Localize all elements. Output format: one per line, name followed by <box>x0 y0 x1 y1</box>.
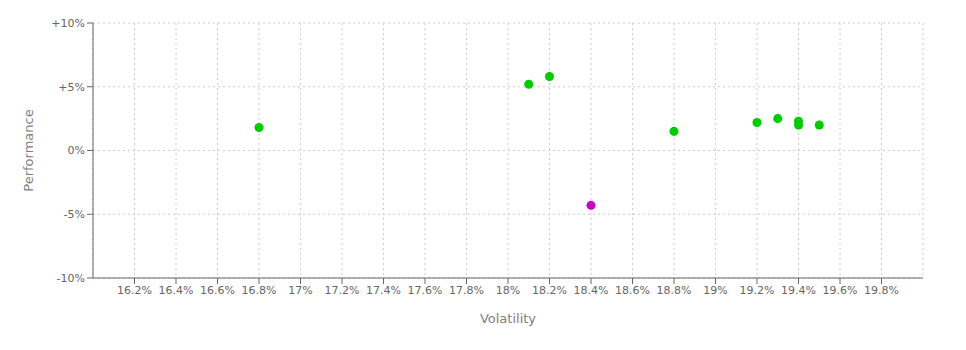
svg-text:Performance: Performance <box>21 109 36 191</box>
svg-text:16.4%: 16.4% <box>159 284 194 297</box>
svg-text:16.2%: 16.2% <box>117 284 152 297</box>
svg-text:-5%: -5% <box>64 208 85 221</box>
svg-text:0%: 0% <box>68 144 85 157</box>
svg-text:19.8%: 19.8% <box>864 284 899 297</box>
svg-text:17.2%: 17.2% <box>325 284 360 297</box>
svg-text:17%: 17% <box>288 284 312 297</box>
svg-text:+10%: +10% <box>51 17 85 30</box>
svg-text:-10%: -10% <box>57 272 85 285</box>
svg-text:19.6%: 19.6% <box>823 284 858 297</box>
svg-text:19.2%: 19.2% <box>740 284 775 297</box>
svg-text:16.6%: 16.6% <box>200 284 235 297</box>
svg-text:18.2%: 18.2% <box>532 284 567 297</box>
svg-text:17.8%: 17.8% <box>449 284 484 297</box>
svg-text:19.4%: 19.4% <box>781 284 816 297</box>
svg-text:+5%: +5% <box>58 81 85 94</box>
svg-text:17.6%: 17.6% <box>408 284 443 297</box>
svg-text:18%: 18% <box>496 284 520 297</box>
svg-text:17.4%: 17.4% <box>366 284 401 297</box>
svg-text:18.8%: 18.8% <box>657 284 692 297</box>
svg-text:16.8%: 16.8% <box>242 284 277 297</box>
svg-text:18.4%: 18.4% <box>574 284 609 297</box>
svg-text:18.6%: 18.6% <box>615 284 650 297</box>
svg-text:Volatility: Volatility <box>480 311 536 326</box>
svg-text:19%: 19% <box>703 284 727 297</box>
